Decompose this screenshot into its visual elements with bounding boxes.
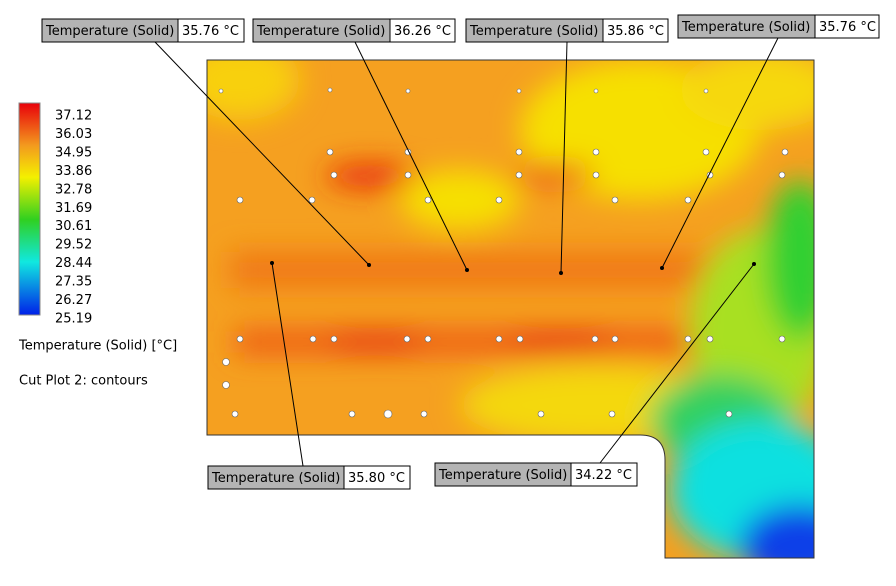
probe-value: 35.80 °C bbox=[348, 471, 405, 486]
legend-tick: 36.03 bbox=[55, 127, 92, 142]
legend-tick: 32.78 bbox=[55, 182, 92, 197]
probe-label: Temperature (Solid) bbox=[469, 24, 598, 39]
legend-tick: 34.95 bbox=[55, 145, 92, 160]
leader-line bbox=[599, 263, 755, 464]
probe-value: 34.22 °C bbox=[575, 468, 632, 483]
probe-point bbox=[752, 262, 756, 266]
legend-tick: 25.19 bbox=[55, 311, 92, 326]
legend-tick: 37.12 bbox=[55, 109, 92, 124]
leader-line bbox=[271, 262, 304, 467]
leader-line bbox=[661, 37, 779, 269]
plate-outline bbox=[206, 59, 815, 559]
probe-point bbox=[270, 261, 274, 265]
probe-value-box bbox=[814, 14, 880, 39]
holes bbox=[218, 87, 789, 419]
probe-point bbox=[465, 268, 469, 272]
legend-tick: 33.86 bbox=[55, 164, 92, 179]
legend-tick: 26.27 bbox=[55, 293, 92, 308]
legend-title: Temperature (Solid) [°C] bbox=[18, 339, 177, 354]
probe-value: 35.76 °C bbox=[182, 24, 239, 39]
legend-tick: 27.35 bbox=[55, 275, 92, 290]
legend-tick: 28.44 bbox=[55, 256, 92, 271]
probe-value: 35.76 °C bbox=[819, 20, 876, 35]
probe-label: Temperature (Solid) bbox=[256, 24, 385, 39]
probe-value: 36.26 °C bbox=[394, 24, 451, 39]
legend-subtitle: Cut Plot 2: contours bbox=[19, 374, 148, 389]
leader-line bbox=[354, 41, 468, 271]
legend-tick: 30.61 bbox=[55, 219, 92, 234]
probe-label: Temperature (Solid) bbox=[211, 471, 340, 486]
probe-point bbox=[660, 266, 664, 270]
probe-value-box bbox=[177, 18, 245, 43]
probe-value: 35.86 °C bbox=[607, 24, 664, 39]
probe-value-box bbox=[343, 465, 411, 490]
leader-line bbox=[154, 41, 370, 266]
probe-label: Temperature (Solid) bbox=[438, 468, 567, 483]
probe-value-box bbox=[602, 18, 669, 43]
legend-tick: 31.69 bbox=[55, 201, 92, 216]
color-bar bbox=[18, 102, 41, 316]
probe-label: Temperature (Solid) bbox=[45, 24, 174, 39]
legend-tick: 29.52 bbox=[55, 238, 92, 253]
probe-label: Temperature (Solid) bbox=[681, 20, 810, 35]
probe-value-box bbox=[389, 18, 456, 43]
leader-line bbox=[560, 41, 568, 274]
probe-point bbox=[367, 263, 371, 267]
probe-point bbox=[559, 271, 563, 275]
contour-plot bbox=[207, 60, 814, 558]
probe-value-box bbox=[570, 462, 638, 487]
